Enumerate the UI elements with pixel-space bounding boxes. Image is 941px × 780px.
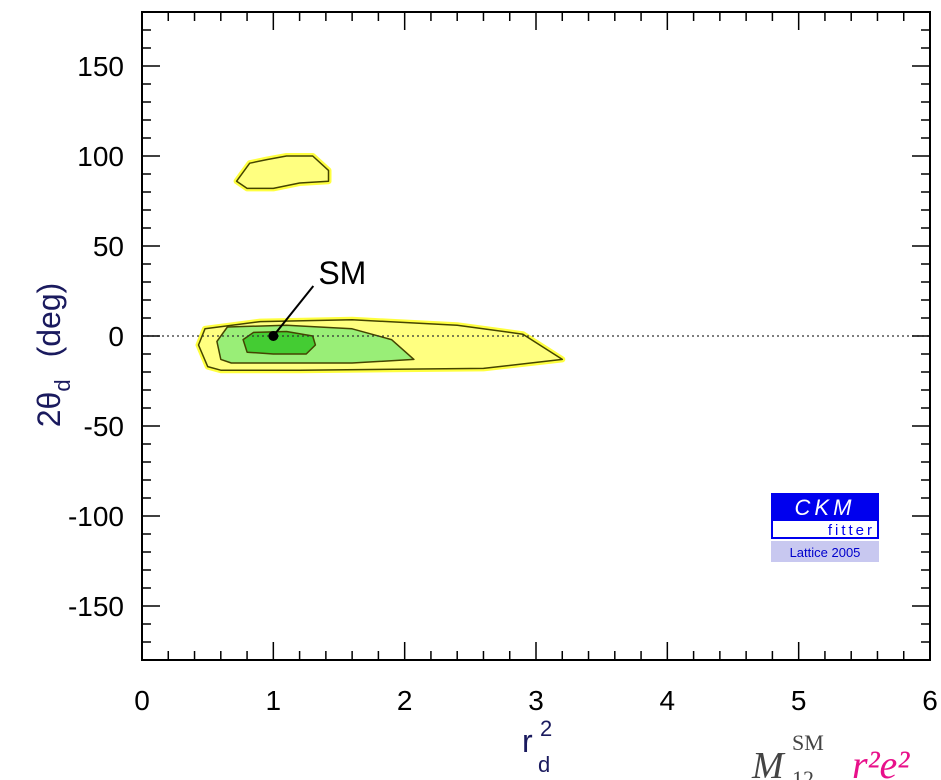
- y-tick-label: 150: [77, 51, 124, 82]
- region-inner-3: [242, 330, 317, 355]
- x-tick-label: 0: [134, 685, 150, 716]
- corner-label-sub: 12: [792, 766, 814, 780]
- corner-label: M SM 12 r²e²: [751, 730, 910, 780]
- logo-bottom-band: [771, 541, 879, 562]
- sm-label: SM: [318, 255, 366, 291]
- logo-mid-band: [771, 519, 879, 539]
- x-tick-label: 6: [922, 685, 938, 716]
- y-tick-label: 50: [93, 231, 124, 262]
- logo-lattice: Lattice 2005: [790, 545, 861, 560]
- region-outer-1: [235, 155, 330, 190]
- y-axis-label-unit: (deg): [31, 283, 67, 358]
- sm-point: [268, 331, 279, 341]
- x-tick-label: 1: [266, 685, 282, 716]
- x-tick-label: 3: [528, 685, 544, 716]
- x-tick-labels: 0 1 2 3 4 5 6: [134, 685, 938, 716]
- y-tick-label: -100: [68, 501, 124, 532]
- sm-leader-line: [272, 285, 315, 337]
- confidence-regions: [195, 153, 566, 374]
- x-axis-label-sub: d: [538, 752, 550, 777]
- y-tick-label: -50: [84, 411, 124, 442]
- x-axis-label: r 2 d: [522, 716, 552, 777]
- corner-label-base: M: [751, 745, 786, 780]
- y-tick-label: -150: [68, 591, 124, 622]
- logo-ckm: CKM: [795, 495, 856, 520]
- y-tick-label: 100: [77, 141, 124, 172]
- corner-label-sup: SM: [792, 730, 824, 755]
- x-axis-label-sup: 2: [540, 716, 552, 741]
- x-tick-label: 5: [791, 685, 807, 716]
- logo-top-band: [771, 493, 879, 519]
- x-tick-label: 2: [397, 685, 413, 716]
- corner-label-colored: r²e²: [852, 742, 910, 780]
- y-tick-label: 0: [108, 321, 124, 352]
- y-axis-label-sub: d: [50, 379, 75, 391]
- y-axis-label-base: 2θ: [31, 392, 67, 428]
- svg-text:2θd(deg): 2θd (deg): [31, 283, 75, 428]
- x-tick-label: 4: [660, 685, 676, 716]
- y-tick-labels: 150 100 50 0 -50 -100 -150: [68, 51, 124, 622]
- y-axis-label: 2θd (deg): [31, 283, 75, 428]
- ckmfitter-logo: CKM fitter Lattice 2005: [771, 493, 879, 562]
- axis-ticks: [141, 11, 931, 661]
- logo-fitter: fitter: [828, 522, 875, 539]
- x-axis-label-base: r: [522, 723, 533, 759]
